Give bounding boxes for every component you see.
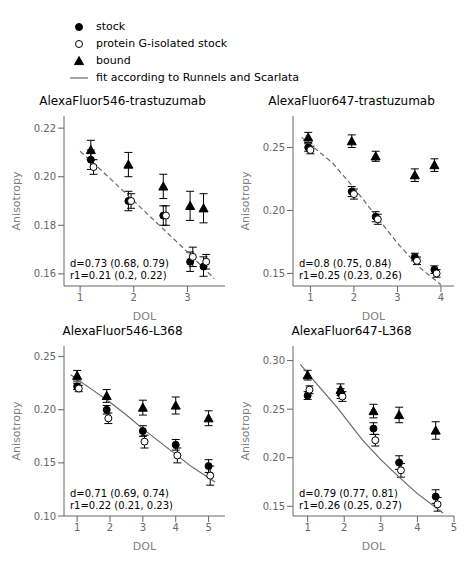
svg-text:4: 4	[414, 522, 420, 533]
html-text:d=0.73 (0.68, 0.79): d=0.73 (0.68, 0.79)	[70, 258, 169, 269]
svg-text:DOL: DOL	[133, 310, 157, 322]
svg-text:Anisotropy: Anisotropy	[10, 401, 23, 460]
svg-text:Anisotropy: Anisotropy	[239, 401, 252, 460]
html-text:AlexaFluor546-L368: AlexaFluor546-L368	[62, 324, 183, 338]
html-text:AlexaFluor647-trastuzumab: AlexaFluor647-trastuzumab	[268, 94, 435, 108]
html-text:d=0.71 (0.69, 0.74): d=0.71 (0.69, 0.74)	[70, 488, 169, 499]
svg-text:3: 3	[184, 292, 190, 303]
svg-text:0.20: 0.20	[263, 205, 285, 216]
svg-text:0.15: 0.15	[263, 268, 285, 279]
html-text:d=0.8 (0.75, 0.84): d=0.8 (0.75, 0.84)	[299, 258, 392, 269]
svg-text:5: 5	[451, 522, 457, 533]
svg-text:Anisotropy: Anisotropy	[10, 171, 23, 230]
svg-text:0.25: 0.25	[34, 351, 56, 362]
svg-text:2: 2	[131, 292, 137, 303]
svg-text:2: 2	[351, 292, 357, 303]
svg-text:DOL: DOL	[362, 310, 386, 322]
svg-text:0.25: 0.25	[263, 142, 285, 153]
html-text:r1=0.25 (0.23, 0.26): r1=0.25 (0.23, 0.26)	[299, 270, 402, 281]
svg-text:2: 2	[107, 522, 113, 533]
svg-text:Anisotropy: Anisotropy	[239, 171, 252, 230]
svg-text:4: 4	[438, 292, 444, 303]
html-text:r1=0.21 (0.2, 0.22): r1=0.21 (0.2, 0.22)	[70, 270, 167, 281]
html-text:fit according to Runnels and S: fit according to Runnels and Scarlata	[96, 71, 300, 84]
svg-text:DOL: DOL	[362, 540, 386, 552]
svg-text:1: 1	[307, 292, 313, 303]
svg-text:0.15: 0.15	[263, 501, 285, 512]
svg-text:0.10: 0.10	[34, 511, 56, 522]
html-text:r1=0.26 (0.25, 0.27): r1=0.26 (0.25, 0.27)	[299, 500, 402, 511]
svg-text:3: 3	[378, 522, 384, 533]
html-text:AlexaFluor546-trastuzumab: AlexaFluor546-trastuzumab	[39, 94, 206, 108]
svg-text:2: 2	[341, 522, 347, 533]
svg-text:0.18: 0.18	[34, 220, 56, 231]
svg-text:1: 1	[304, 522, 310, 533]
svg-text:4: 4	[173, 522, 179, 533]
svg-text:0.30: 0.30	[263, 355, 285, 366]
svg-text:0.20: 0.20	[263, 452, 285, 463]
svg-text:0.20: 0.20	[34, 404, 56, 415]
svg-text:1: 1	[77, 292, 83, 303]
svg-text:0.20: 0.20	[34, 171, 56, 182]
html-text:stock: stock	[96, 20, 126, 33]
html-text:protein G-isolated stock: protein G-isolated stock	[96, 37, 228, 50]
svg-text:0.15: 0.15	[34, 457, 56, 468]
svg-text:0.16: 0.16	[34, 268, 56, 279]
svg-text:5: 5	[205, 522, 211, 533]
svg-text:0.25: 0.25	[263, 404, 285, 415]
svg-text:1: 1	[74, 522, 80, 533]
svg-text:DOL: DOL	[133, 540, 157, 552]
html-text:d=0.79 (0.77, 0.81): d=0.79 (0.77, 0.81)	[299, 488, 398, 499]
svg-text:0.22: 0.22	[34, 123, 56, 134]
html-text:r1=0.22 (0.21, 0.23): r1=0.22 (0.21, 0.23)	[70, 500, 173, 511]
svg-text:3: 3	[394, 292, 400, 303]
html-text:AlexaFluor647-L368: AlexaFluor647-L368	[291, 324, 412, 338]
html-text:bound: bound	[96, 54, 131, 67]
svg-text:3: 3	[140, 522, 146, 533]
